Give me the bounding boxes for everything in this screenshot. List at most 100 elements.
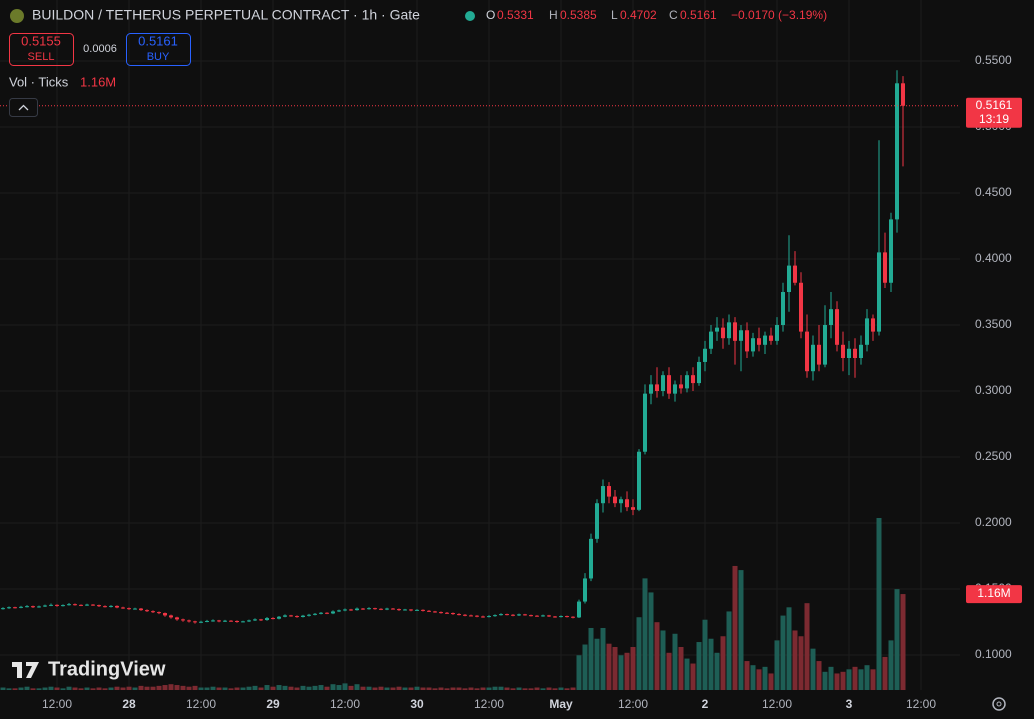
volume-bar xyxy=(474,688,480,690)
x-tick-label: 12:00 xyxy=(906,697,936,711)
candle-body xyxy=(247,620,251,622)
ohlc-h: 0.5385 xyxy=(560,8,597,22)
volume-bar xyxy=(18,687,24,690)
candle-body xyxy=(751,338,755,352)
candle-body xyxy=(379,608,383,610)
grid xyxy=(0,0,960,690)
candle-body xyxy=(271,618,275,620)
volume-bar xyxy=(24,686,30,690)
candle-body xyxy=(139,608,143,611)
candle-body xyxy=(289,615,293,617)
volume-bar xyxy=(282,685,288,690)
candle-body xyxy=(37,606,41,608)
candle-body xyxy=(217,620,221,622)
candle-body xyxy=(451,613,455,615)
volume-bar xyxy=(180,685,186,690)
y-tick-label: 0.2000 xyxy=(975,515,1012,529)
candle-body xyxy=(757,338,761,345)
candle-body xyxy=(43,605,47,607)
volume-bar xyxy=(852,666,858,690)
candle-body xyxy=(535,615,539,617)
volume-bar xyxy=(468,687,474,690)
volume-bar xyxy=(768,673,774,690)
volume-bar xyxy=(174,685,180,690)
candle-body xyxy=(163,613,167,616)
candle-body xyxy=(493,615,497,617)
y-tick-label: 0.1000 xyxy=(975,647,1012,661)
candle-body xyxy=(661,375,665,392)
volume-bar xyxy=(270,686,276,690)
candle-body xyxy=(673,384,677,394)
volume-bar xyxy=(864,665,870,690)
volume-bar xyxy=(576,655,582,690)
volume-bar xyxy=(672,633,678,690)
volume-bars xyxy=(0,518,906,690)
ohlc-change: −0.0170 (−3.19%) xyxy=(731,8,827,22)
candle-body xyxy=(823,325,827,365)
volume-bar xyxy=(288,686,294,690)
settings-icon[interactable] xyxy=(992,697,1006,711)
candle-body xyxy=(361,608,365,610)
volume-bar xyxy=(810,648,816,690)
countdown: 13:19 xyxy=(979,112,1009,126)
buy-label: BUY xyxy=(147,51,170,63)
volume-bar xyxy=(42,687,48,690)
volume-bar xyxy=(108,687,114,690)
candle-body xyxy=(523,614,527,616)
candle-body xyxy=(67,604,71,606)
candle-body xyxy=(151,611,155,613)
candle-body xyxy=(193,621,197,623)
candle-body xyxy=(301,615,305,618)
candle-body xyxy=(13,607,17,609)
sell-button[interactable] xyxy=(9,33,74,66)
volume-bar xyxy=(162,685,168,690)
volume-bar xyxy=(72,687,78,690)
volume-bar xyxy=(408,687,414,690)
volume-bar xyxy=(588,627,594,690)
volume-bar xyxy=(96,687,102,690)
candle-body xyxy=(655,384,659,392)
price-label-box xyxy=(966,97,1022,128)
volume-bar xyxy=(732,565,738,690)
buy-button[interactable] xyxy=(126,33,191,66)
candle-body xyxy=(739,330,743,341)
volume-bar xyxy=(222,687,228,690)
buy-price: 0.5161 xyxy=(138,33,178,48)
volume-bar xyxy=(414,686,420,690)
volume-bar xyxy=(504,687,510,690)
volume-bar xyxy=(660,630,666,690)
collapse-button[interactable] xyxy=(9,98,38,117)
volume-bar xyxy=(198,687,204,690)
candle-body xyxy=(541,615,545,617)
candle-body xyxy=(421,609,425,611)
candle-body xyxy=(85,604,89,606)
candle-body xyxy=(817,344,821,365)
volume-bar xyxy=(840,671,846,690)
gear[interactable] xyxy=(992,697,1006,711)
volume-bar xyxy=(516,687,522,690)
candle-body xyxy=(187,620,191,622)
candle-body xyxy=(199,621,203,623)
candle-body xyxy=(865,318,869,345)
volume-bar xyxy=(372,687,378,690)
volume-bar xyxy=(48,686,54,690)
candle-body xyxy=(643,393,647,452)
volume-bar xyxy=(84,687,90,690)
volume-bar xyxy=(762,666,768,690)
symbol-title[interactable]: BUILDON / TETHERUS PERPETUAL CONTRACT · … xyxy=(32,7,420,23)
candle-body xyxy=(331,611,335,614)
candle-body xyxy=(349,609,353,611)
candle-body xyxy=(307,614,311,616)
candle-body xyxy=(229,620,233,622)
volume-bar xyxy=(702,619,708,690)
candle-body xyxy=(835,309,839,345)
y-tick-label: 0.5500 xyxy=(975,53,1012,67)
volume-bar xyxy=(132,687,138,690)
candle-body xyxy=(871,318,875,332)
volume-bar xyxy=(444,688,450,690)
volume-bar xyxy=(714,652,720,690)
candle-body xyxy=(745,330,749,352)
candle-body xyxy=(601,486,605,504)
